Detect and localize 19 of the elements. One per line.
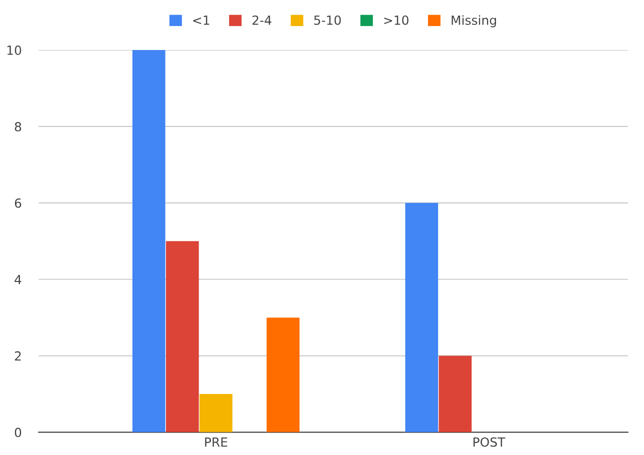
x-tick-label: PRE xyxy=(205,437,228,447)
legend-label: <1 xyxy=(193,16,210,25)
legend-label: Missing xyxy=(452,15,496,28)
bar xyxy=(405,202,438,432)
y-tick-label: 0 xyxy=(14,428,22,438)
bar xyxy=(166,241,199,432)
y-tick-label: 10 xyxy=(7,46,22,55)
legend-label: 5-10 xyxy=(314,15,341,25)
y-tick-label: 8 xyxy=(14,122,22,132)
y-tick-label: 2 xyxy=(14,351,21,361)
legend-label: >10 xyxy=(384,15,408,25)
bar xyxy=(200,394,232,432)
y-tick-label: 4 xyxy=(14,275,22,284)
bar xyxy=(132,50,166,432)
legend-label: 2-4 xyxy=(252,15,272,25)
y-tick-label: 6 xyxy=(14,198,22,208)
bar xyxy=(438,356,472,432)
x-tick-label: POST xyxy=(474,437,506,447)
bar xyxy=(266,318,300,432)
